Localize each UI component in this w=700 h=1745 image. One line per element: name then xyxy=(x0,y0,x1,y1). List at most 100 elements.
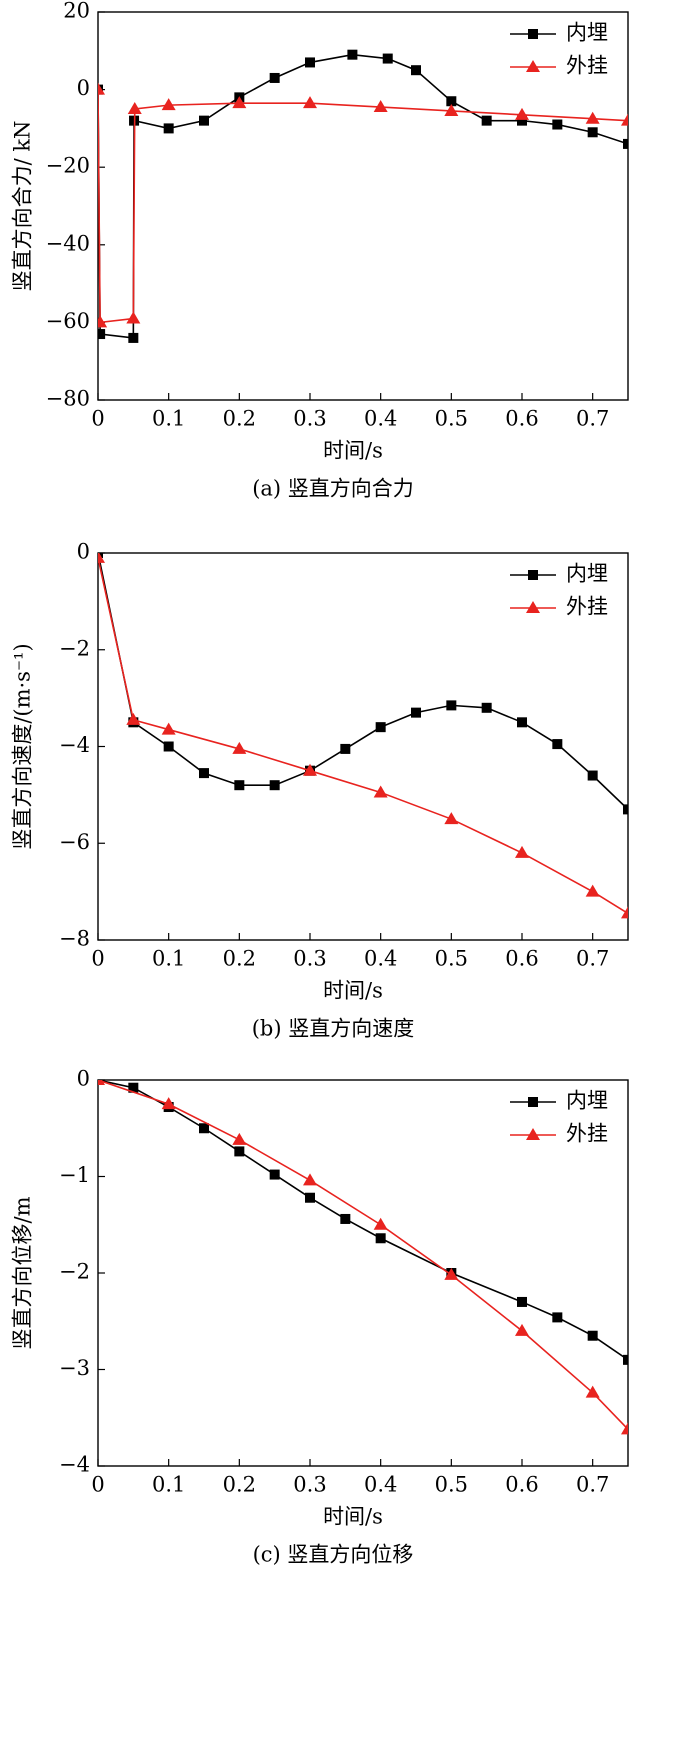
marker xyxy=(269,1169,280,1180)
marker xyxy=(232,96,247,109)
plot-frame xyxy=(97,11,629,401)
marker xyxy=(199,115,209,126)
marker xyxy=(373,1217,388,1230)
series-line xyxy=(98,1080,628,1430)
marker xyxy=(481,115,492,126)
x-tick-label: 0 xyxy=(91,947,104,971)
marker xyxy=(269,72,280,83)
legend-label: 内埋 xyxy=(566,562,608,586)
marker xyxy=(127,102,142,114)
marker xyxy=(232,1132,247,1145)
y-tick-label: −2 xyxy=(59,636,90,660)
legend-label: 外挂 xyxy=(566,1122,608,1146)
marker xyxy=(528,570,538,580)
y-tick-label: −80 xyxy=(46,387,90,411)
marker xyxy=(587,770,598,781)
series-line xyxy=(98,53,628,339)
y-tick-label: −2 xyxy=(59,1260,90,1284)
marker xyxy=(373,100,388,113)
legend-label: 外挂 xyxy=(566,595,608,619)
marker xyxy=(126,712,141,725)
marker xyxy=(623,138,628,149)
x-tick-label: 0 xyxy=(91,1473,104,1497)
plot-frame xyxy=(97,552,629,941)
y-axis-label: 竖直方向速度/(m·s⁻¹) xyxy=(11,643,35,849)
caption: (b) 竖直方向速度 xyxy=(252,1017,415,1041)
x-tick-label: 0.2 xyxy=(223,947,256,971)
y-tick-label: 0 xyxy=(77,1067,90,1091)
marker xyxy=(411,707,421,718)
x-tick-label: 0.3 xyxy=(293,1473,326,1497)
marker xyxy=(621,1422,628,1435)
x-tick-label: 0.5 xyxy=(435,407,468,431)
y-tick-label: −4 xyxy=(59,1453,90,1477)
y-tick-label: 0 xyxy=(77,540,90,564)
marker xyxy=(552,119,563,130)
x-tick-label: 0.4 xyxy=(364,1473,397,1497)
legend-label: 内埋 xyxy=(566,21,608,45)
marker xyxy=(126,311,141,324)
marker xyxy=(98,315,108,328)
marker xyxy=(163,741,174,752)
plot-frame xyxy=(97,1079,629,1467)
legend-label: 内埋 xyxy=(566,1089,608,1113)
marker xyxy=(515,845,529,858)
y-tick-label: −40 xyxy=(46,231,90,255)
marker xyxy=(98,553,105,563)
y-tick-label: 20 xyxy=(63,0,90,23)
marker xyxy=(481,702,492,713)
x-tick-label: 0.6 xyxy=(505,407,538,431)
marker xyxy=(199,768,209,779)
x-tick-label: 0.7 xyxy=(576,407,609,431)
marker xyxy=(444,812,459,825)
marker xyxy=(621,906,628,919)
marker xyxy=(623,804,628,815)
marker xyxy=(526,1128,540,1140)
chart: 0 0.1 0.2 0.3 0.4 0.5 0.6 0.7 0 −2 −4 −6 −8 竖直方向速度/(m… xyxy=(11,540,629,1041)
marker xyxy=(517,115,527,126)
marker xyxy=(515,1323,529,1336)
x-tick-label: 0.3 xyxy=(293,947,326,971)
chart: 0 0.1 0.2 0.3 0.4 0.5 0.6 0.7 20 0 −20 −40 −60 −80 竖直方… xyxy=(11,0,629,501)
x-tick-label: 0.1 xyxy=(152,1473,185,1497)
marker xyxy=(552,1312,563,1323)
marker xyxy=(411,65,421,76)
marker xyxy=(232,741,247,754)
marker xyxy=(552,739,563,750)
chart: 0 0.1 0.2 0.3 0.4 0.5 0.6 0.7 0 −1 −2 −3 −4 竖直方向位移/m 时… xyxy=(11,1067,629,1567)
marker xyxy=(98,1080,105,1085)
marker xyxy=(347,49,358,60)
marker xyxy=(382,53,393,64)
x-tick-label: 0.4 xyxy=(364,947,397,971)
legend-label: 外挂 xyxy=(566,54,608,78)
x-tick-label: 0.7 xyxy=(576,1473,609,1497)
marker xyxy=(305,1192,315,1203)
y-tick-label: −8 xyxy=(59,927,90,951)
marker xyxy=(515,107,529,120)
marker xyxy=(375,1233,386,1244)
x-tick-label: 0.4 xyxy=(364,407,397,431)
marker xyxy=(199,1123,209,1134)
marker xyxy=(98,82,105,95)
marker xyxy=(444,103,459,116)
plot-area xyxy=(98,49,628,343)
marker xyxy=(585,111,600,124)
y-tick-label: −20 xyxy=(46,154,90,178)
x-tick-label: 0.3 xyxy=(293,407,326,431)
x-tick-label: 0.6 xyxy=(505,1473,538,1497)
y-tick-label: −60 xyxy=(46,309,90,333)
marker xyxy=(528,29,538,39)
y-tick-label: −1 xyxy=(59,1163,90,1187)
x-tick-label: 0.5 xyxy=(435,1473,468,1497)
plot-area xyxy=(98,553,628,919)
x-tick-label: 0.1 xyxy=(152,947,185,971)
marker xyxy=(526,60,540,72)
marker xyxy=(163,123,174,134)
marker xyxy=(98,329,106,340)
x-axis-label: 时间/s xyxy=(323,439,383,463)
x-tick-label: 0 xyxy=(91,407,104,431)
x-tick-label: 0.1 xyxy=(152,407,185,431)
marker xyxy=(303,763,317,776)
